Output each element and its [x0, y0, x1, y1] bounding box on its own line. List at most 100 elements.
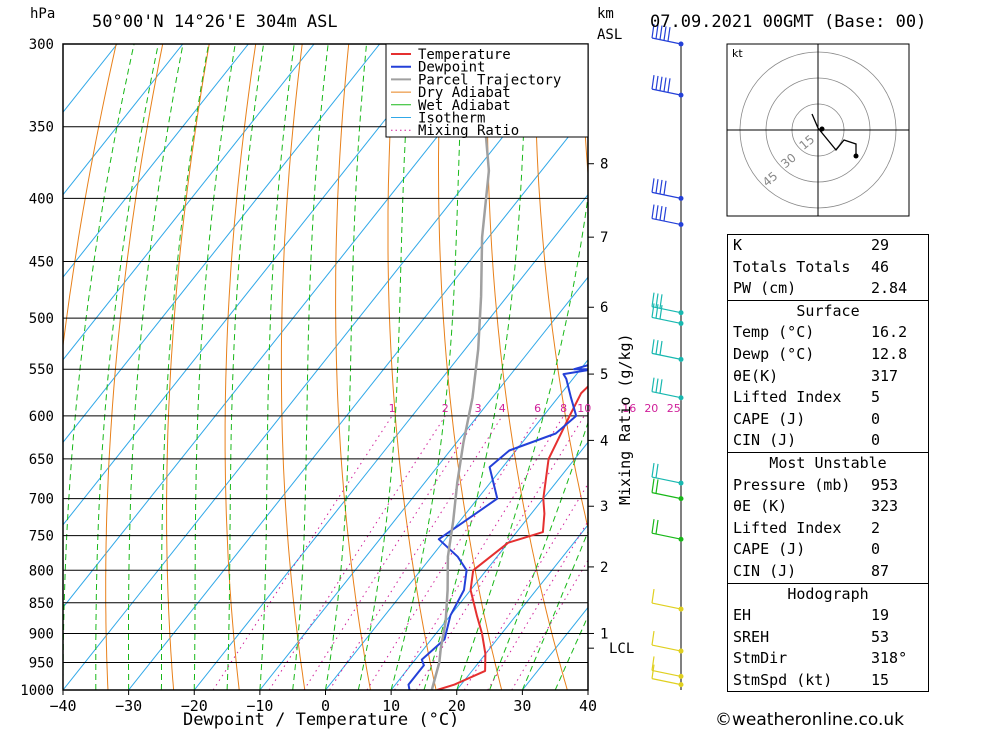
wind-barb	[659, 294, 663, 309]
index-label: Pressure (mb)	[733, 475, 851, 494]
wet-adiabat-line	[193, 44, 236, 690]
dry-adiabat-line	[224, 44, 257, 690]
plot-frame	[62, 43, 589, 691]
index-label: K	[733, 236, 743, 254]
wind-barb	[655, 304, 659, 319]
surface-row: CAPE (J) 0	[728, 409, 928, 431]
hodograph-point	[853, 153, 859, 159]
pressure-tick-label: 300	[29, 37, 54, 53]
x-tick-label: −10	[246, 697, 273, 715]
index-value: 953	[871, 475, 899, 494]
wind-barb	[655, 463, 659, 478]
mixing-ratio-line	[329, 415, 503, 690]
km-tick-label: 1	[600, 626, 608, 642]
index-label: StmDir	[733, 649, 788, 668]
x-tick-label: −40	[49, 697, 76, 715]
mixing-ratio-label: 25	[667, 402, 681, 415]
pressure-tick-label: 500	[29, 311, 54, 327]
mixing-ratio-label: 16	[622, 402, 636, 415]
index-value: 0	[871, 540, 881, 559]
index-label: SREH	[733, 627, 770, 646]
parcel-trajectory-line	[430, 61, 491, 690]
most-unstable-row: CAPE (J) 0	[728, 539, 928, 561]
legend-label: Isotherm	[418, 111, 485, 127]
wind-barb	[663, 26, 667, 41]
wind-barb	[659, 340, 663, 356]
wind-barb	[651, 339, 655, 354]
km-tick-label: 5	[600, 367, 608, 383]
wind-staff	[651, 669, 682, 678]
legend-label: Dewpoint	[418, 60, 485, 76]
hodograph-row: StmDir 318°	[728, 648, 928, 670]
pressure-tick-label: 600	[29, 409, 54, 425]
dry-adiabat-line	[953, 44, 1000, 690]
km-tick-label: 8	[600, 157, 608, 173]
wind-barb	[655, 479, 659, 494]
wind-barb	[651, 377, 655, 392]
wind-barb	[659, 304, 663, 320]
pressure-tick-label: 750	[29, 529, 54, 545]
wind-barb	[659, 25, 663, 40]
wind-staff	[651, 306, 682, 314]
mixing-ratio-label: 6	[534, 402, 541, 415]
pressure-tick-label: 1000	[20, 683, 54, 699]
most-unstable-row: CIN (J) 87	[728, 561, 928, 583]
wind-staff	[651, 678, 682, 686]
wind-barb	[651, 519, 655, 534]
isotherm-line	[63, 44, 446, 526]
datetime-title: 07.09.2021 00GMT (Base: 00)	[650, 12, 927, 32]
wind-staff	[651, 217, 682, 226]
wet-adiabat-line	[325, 44, 367, 690]
wind-barb	[651, 664, 655, 679]
wind-barb	[655, 75, 659, 91]
wind-barb	[651, 303, 655, 318]
surface-row: θE(K) 317	[728, 366, 928, 388]
pressure-tick-label: 900	[29, 626, 54, 642]
index-label: θE (K)	[733, 497, 788, 516]
index-value: 0	[871, 431, 881, 450]
wind-staff	[651, 37, 682, 45]
isotherm-line	[128, 111, 588, 690]
wind-barb	[659, 76, 663, 91]
most-unstable-header: Most Unstable	[728, 451, 928, 475]
most-unstable-row: Pressure (mb) 953	[728, 475, 928, 497]
wind-barb	[663, 206, 667, 222]
wind-staff	[651, 492, 682, 500]
wind-staff	[651, 532, 682, 540]
legend-label: Mixing Ratio	[418, 123, 519, 139]
index-label: Temp (°C)	[733, 323, 815, 342]
index-value: 2.84	[871, 279, 908, 298]
wind-barb	[659, 206, 663, 221]
hodograph-header: Hodograph	[728, 582, 928, 606]
km-unit-label: km	[597, 6, 614, 22]
isotherm-line	[63, 44, 512, 609]
wind-barb	[655, 340, 659, 355]
location-title: 50°00'N 14°26'E 304m ASL	[92, 12, 338, 32]
km-tick-label: 6	[600, 300, 608, 316]
pressure-tick-label: 400	[29, 191, 54, 207]
mixing-ratio-label: 20	[644, 402, 658, 415]
hodograph-row: SREH 53	[728, 627, 928, 649]
index-value: 87	[871, 561, 890, 580]
km-tick-label: 4	[600, 433, 608, 449]
wind-barb	[651, 478, 655, 493]
mixing-ratio-line	[212, 415, 393, 690]
wind-barb	[655, 24, 659, 39]
wind-barb	[655, 378, 659, 393]
index-row: K 29	[728, 235, 928, 257]
wind-staff	[651, 391, 682, 399]
x-tick-label: 10	[382, 697, 400, 715]
wind-staff	[651, 352, 682, 360]
dry-adiabat-line	[280, 44, 306, 690]
wind-barb	[651, 656, 655, 671]
wind-staff	[651, 191, 682, 199]
most-unstable-row: Lifted Index 2	[728, 518, 928, 540]
dry-adiabat-line	[335, 44, 371, 690]
pressure-tick-label: 650	[29, 452, 54, 468]
wind-barb	[651, 75, 655, 90]
km-tick-label: 3	[600, 499, 608, 515]
mixing-ratio-line	[394, 415, 565, 690]
surface-row: Temp (°C) 16.2	[728, 322, 928, 344]
pressure-tick-label: 350	[29, 120, 54, 136]
index-label: Lifted Index	[733, 518, 842, 537]
